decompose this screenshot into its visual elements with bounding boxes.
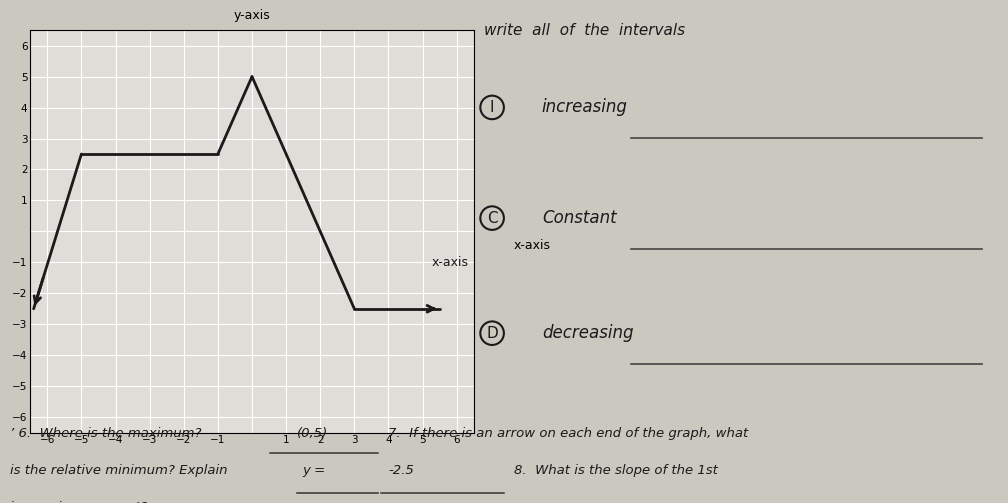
Text: C: C [487, 211, 497, 226]
Text: y =: y = [302, 464, 326, 477]
Text: y-axis: y-axis [234, 9, 270, 22]
Text: increasing: increasing [542, 99, 628, 116]
Text: (0,5): (0,5) [297, 427, 329, 440]
Text: x-axis: x-axis [431, 256, 469, 269]
Text: x-axis: x-axis [514, 239, 550, 252]
Text: D: D [486, 325, 498, 341]
Text: I: I [490, 100, 494, 115]
Text: ’ 6.  Where is the maximum?: ’ 6. Where is the maximum? [10, 427, 202, 440]
Text: 8.  What is the slope of the 1st: 8. What is the slope of the 1st [514, 464, 718, 477]
Text: Constant: Constant [542, 209, 617, 227]
Text: decreasing: decreasing [542, 324, 633, 342]
Text: -2.5: -2.5 [388, 464, 414, 477]
Text: write  all  of  the  intervals: write all of the intervals [484, 23, 685, 38]
Text: increasing segment?: increasing segment? [10, 501, 147, 503]
Text: is the relative minimum? Explain: is the relative minimum? Explain [10, 464, 228, 477]
Text: 7.  If there is an arrow on each end of the graph, what: 7. If there is an arrow on each end of t… [388, 427, 748, 440]
